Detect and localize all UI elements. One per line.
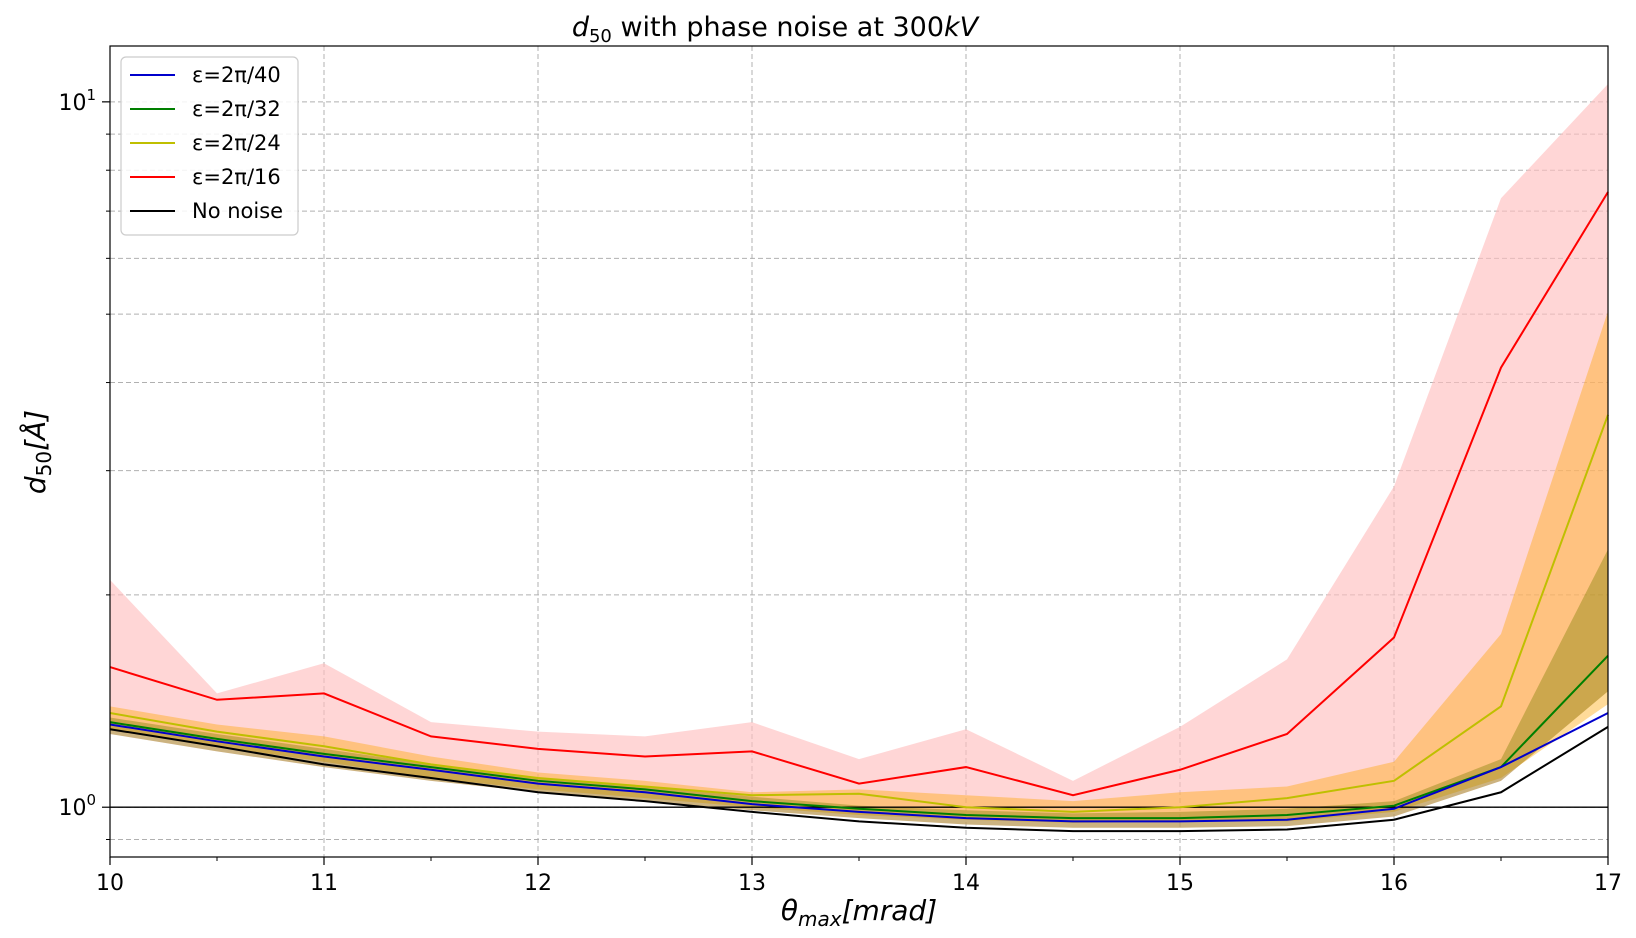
plot-area bbox=[109, 45, 1609, 858]
series-line bbox=[109, 725, 1609, 833]
legend-label: ε=2π/16 bbox=[192, 165, 281, 189]
y-axis-ticks: 100 101 bbox=[58, 86, 110, 840]
y-tick-label: 100 bbox=[58, 791, 96, 821]
x-tick-label: 15 bbox=[1166, 871, 1194, 896]
x-tick-label: 14 bbox=[952, 871, 980, 896]
x-tick-label: 13 bbox=[738, 871, 766, 896]
series-line bbox=[109, 414, 1609, 813]
x-tick-label: 12 bbox=[524, 871, 552, 896]
legend: ε=2π/40 ε=2π/32 ε=2π/24 ε=2π/16 No noise bbox=[120, 56, 299, 236]
y-axis-label: d50[Å] bbox=[18, 410, 56, 494]
band-224 bbox=[110, 311, 1608, 823]
legend-label: No noise bbox=[192, 199, 283, 223]
legend-box bbox=[120, 56, 299, 236]
x-tick-label: 11 bbox=[310, 871, 338, 896]
x-tick-label: 17 bbox=[1594, 871, 1622, 896]
series-line bbox=[109, 712, 1609, 823]
x-axis-label: θmax[mrad] bbox=[781, 894, 937, 931]
chart-title: d50 with phase noise at 300kV bbox=[572, 12, 981, 47]
x-tick-label: 10 bbox=[96, 871, 124, 896]
legend-label: ε=2π/32 bbox=[192, 97, 281, 121]
y-tick-label: 101 bbox=[58, 86, 96, 116]
legend-label: ε=2π/24 bbox=[192, 131, 281, 155]
series-line bbox=[109, 654, 1609, 820]
series-lines bbox=[109, 191, 1609, 833]
series-line bbox=[109, 191, 1609, 797]
legend-label: ε=2π/40 bbox=[192, 63, 281, 87]
x-tick-label: 16 bbox=[1380, 871, 1408, 896]
x-axis-ticks: 10 11 12 13 14 15 16 17 bbox=[96, 857, 1622, 896]
